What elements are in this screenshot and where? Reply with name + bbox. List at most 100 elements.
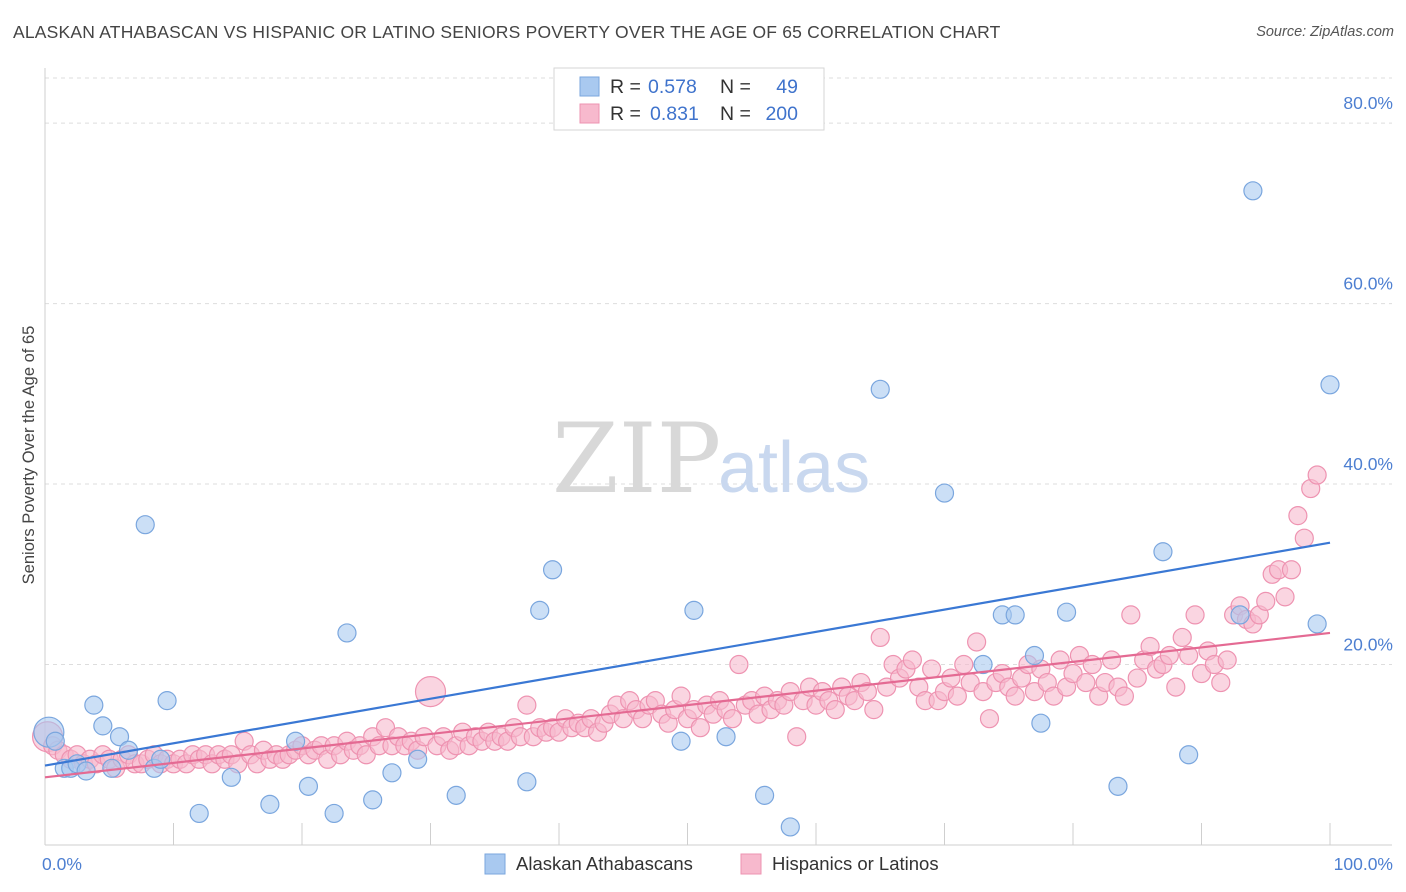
athabascans-point-32 — [754, 785, 775, 805]
legend-r-value-1: 0.578 — [648, 76, 697, 98]
watermark: ZIP atlas — [552, 403, 870, 515]
hispanics-point-138 — [922, 659, 942, 679]
athabascans-point-17 — [260, 794, 280, 814]
tick-labels: 20.0% 40.0% 60.0% 80.0% 0.0% 100.0% — [42, 93, 1393, 874]
correlation-legend: R = 0.578 N = 49 R = 0.831 N = 200 — [553, 67, 825, 131]
athabascans-point-6 — [84, 695, 104, 715]
athabascans-point-9 — [109, 727, 130, 747]
athabascans-point-34 — [870, 379, 890, 399]
athabascans-point-45 — [1230, 605, 1250, 625]
athabascans-point-15 — [189, 803, 209, 824]
athabascans-point-7 — [93, 716, 113, 736]
hispanics-point-190 — [1256, 591, 1276, 611]
athabascans-point-22 — [363, 790, 383, 810]
athabascans-point-27 — [530, 600, 550, 620]
athabascans-point-24 — [408, 749, 428, 769]
athabascans-point-39 — [1024, 645, 1045, 666]
hispanics-point-196 — [1294, 528, 1314, 548]
y-axis-label: Seniors Poverty Over the Age of 65 — [20, 326, 38, 585]
hispanics-point-128 — [857, 681, 878, 702]
athabascans-point-21 — [337, 623, 357, 643]
legend-item-hispanics-swatch — [740, 853, 762, 875]
x-tick-label-1: 100.0% — [1334, 854, 1393, 874]
athabascans-point-41 — [1056, 602, 1077, 622]
hispanics-point-184 — [1217, 650, 1237, 670]
athabascans-point-28 — [542, 560, 563, 580]
hispanics-point-169 — [1121, 605, 1141, 625]
athabascans-point-47 — [1307, 614, 1327, 634]
hispanics-point-135 — [902, 650, 922, 670]
hispanics-point-172 — [1140, 636, 1160, 657]
hispanics-point-195 — [1288, 506, 1308, 526]
athabascans-point-48 — [1320, 375, 1340, 395]
hispanics-point-123 — [825, 700, 845, 720]
legend-item-hispanics: Hispanics or Latinos — [772, 853, 939, 874]
hispanics-point-178 — [1179, 645, 1199, 666]
athabascans-point-36 — [973, 654, 993, 675]
y-tick-label-2: 60.0% — [1343, 274, 1393, 294]
hispanics-point-130 — [870, 627, 890, 648]
trend-lines — [44, 541, 1331, 779]
hispanics-point-170 — [1127, 668, 1147, 688]
hispanics-point-151 — [1005, 686, 1025, 706]
hispanics-point-193 — [1275, 587, 1295, 607]
trend-line-athabascans — [44, 541, 1331, 767]
hispanics-point-177 — [1172, 627, 1192, 648]
athabascans-point-38 — [1005, 605, 1025, 625]
hispanics-point-75 — [517, 695, 537, 715]
series-legend: Alaskan Athabascans Hispanics or Latinos — [484, 853, 939, 875]
hispanics-point-143 — [954, 654, 974, 675]
y-tick-label-0: 20.0% — [1343, 635, 1393, 655]
chart-source: Source: ZipAtlas.com — [1256, 24, 1394, 40]
athabascans-point-46 — [1243, 181, 1263, 201]
athabascans-point-25 — [446, 785, 466, 805]
athabascans-point-14 — [157, 691, 177, 711]
athabascans-point-26 — [517, 772, 537, 792]
legend-r-label-1: R = — [610, 76, 641, 98]
athabascans-point-40 — [1031, 713, 1051, 733]
hispanics-point-176 — [1166, 677, 1186, 697]
trend-line-hispanics — [44, 631, 1331, 779]
hispanics-point-107 — [722, 709, 743, 729]
hispanics-point-194 — [1281, 560, 1302, 580]
athabascans-point-11 — [135, 515, 155, 535]
legend-n-label-1: N = — [720, 76, 751, 98]
legend-n-value-2: 200 — [765, 103, 798, 125]
legend-r-label-2: R = — [610, 103, 641, 125]
hispanics-point-142 — [947, 686, 967, 706]
athabascans-point-29 — [671, 731, 691, 751]
hispanics-point-198 — [1307, 465, 1327, 485]
legend-r-value-2: 0.831 — [650, 103, 699, 125]
hispanics-point-145 — [967, 632, 987, 652]
hispanics-point-102 — [690, 718, 710, 738]
athabascans-point-43 — [1153, 542, 1173, 562]
axes — [44, 68, 1392, 846]
hispanics-point-179 — [1185, 605, 1205, 625]
legend-item-athabascans-swatch — [484, 853, 506, 875]
series-athabascans-points — [33, 181, 1340, 837]
watermark-zip: ZIP — [552, 403, 721, 515]
athabascans-point-20 — [324, 803, 344, 824]
hispanics-point-129 — [864, 700, 884, 720]
athabascans-point-31 — [716, 727, 736, 747]
legend-swatch-blue — [579, 76, 600, 97]
hispanics-point-99 — [671, 686, 691, 706]
hispanics-point-141 — [941, 668, 961, 688]
hispanics-point-162 — [1076, 672, 1096, 693]
athabascans-point-30 — [684, 600, 704, 620]
hispanics-point-147 — [979, 709, 1000, 729]
watermark-atlas: atlas — [718, 428, 870, 508]
hispanics-point-168 — [1114, 686, 1135, 706]
athabascans-point-19 — [298, 776, 319, 796]
y-tick-label-1: 40.0% — [1343, 454, 1393, 474]
hispanics-point-158 — [1050, 650, 1070, 670]
athabascans-point-35 — [934, 483, 955, 503]
grid-lines — [45, 77, 1392, 666]
hispanics-point-60 — [414, 675, 447, 708]
legend-swatch-pink — [579, 103, 600, 124]
y-tick-label-3: 80.0% — [1343, 93, 1393, 113]
chart-title: ALASKAN ATHABASCAN VS HISPANIC OR LATINO… — [13, 22, 1001, 42]
athabascans-point-33 — [780, 817, 800, 837]
athabascans-point-1 — [45, 731, 65, 751]
